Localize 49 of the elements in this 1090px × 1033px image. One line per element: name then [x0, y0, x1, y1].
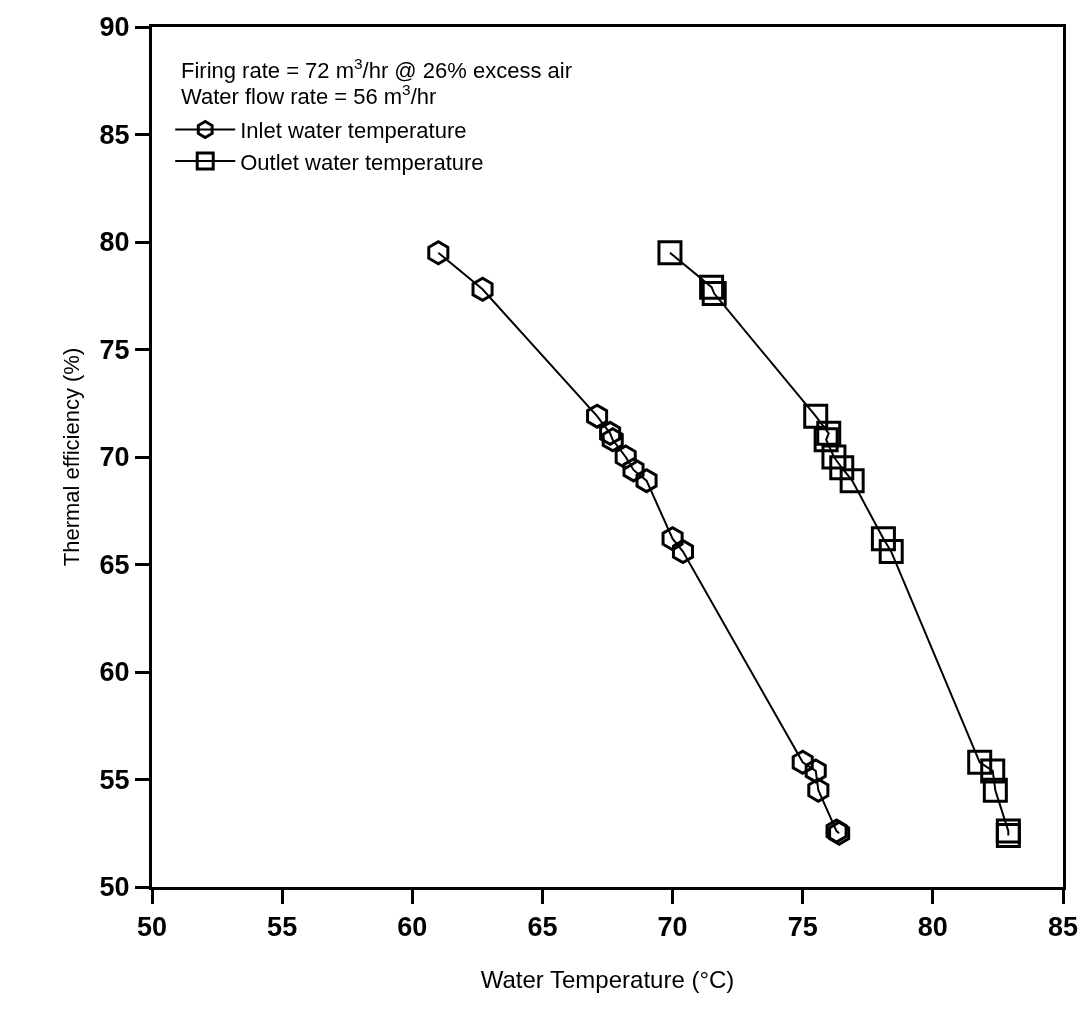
- y-tick-label: 65: [99, 549, 130, 580]
- x-tick-label: 60: [397, 912, 428, 943]
- x-tick-label: 50: [136, 912, 168, 943]
- point: [701, 281, 727, 307]
- point: [982, 777, 1008, 803]
- y-tick-label: 80: [99, 227, 130, 258]
- point: [816, 420, 842, 446]
- point: [870, 526, 896, 552]
- point: [829, 455, 855, 481]
- annotation: Firing rate = 72 m$^{3}$/hr @ 26% excess air: [181, 55, 572, 84]
- point: [807, 777, 830, 803]
- point: [427, 240, 450, 266]
- x-tick-label: 85: [1047, 912, 1079, 943]
- point: [586, 403, 609, 429]
- y-tick-label: 55: [99, 764, 130, 795]
- y-tick-label: 50: [99, 872, 130, 903]
- point: [614, 444, 637, 470]
- point: [599, 420, 622, 446]
- point: [813, 427, 839, 453]
- legend-label: Outlet water temperature: [240, 149, 484, 175]
- point: [699, 274, 725, 300]
- y-tick-label: 85: [99, 119, 130, 150]
- point: [967, 749, 993, 775]
- point: [622, 457, 645, 483]
- x-tick-label: 65: [527, 912, 558, 943]
- point: [878, 539, 904, 565]
- y-tick-label: 60: [99, 657, 130, 688]
- point: [804, 758, 827, 784]
- point: [635, 468, 658, 494]
- point: [821, 444, 847, 470]
- point: [803, 403, 829, 429]
- legend-label: Inlet water temperature: [240, 118, 467, 144]
- point: [671, 539, 695, 565]
- x-axis-title: Water Temperature (°C): [480, 965, 735, 993]
- point: [657, 240, 683, 266]
- point: [661, 526, 684, 552]
- x-tick-label: 75: [787, 912, 818, 943]
- y-tick-label: 90: [99, 12, 130, 43]
- point: [839, 468, 865, 494]
- y-tick-label: 75: [99, 334, 130, 365]
- point: [980, 758, 1006, 784]
- y-axis-title: Thermal efficiency (%): [59, 347, 85, 567]
- x-tick-label: 80: [917, 912, 948, 943]
- x-tick-label: 70: [657, 912, 688, 943]
- point: [601, 427, 624, 453]
- x-tick-label: 55: [267, 912, 298, 943]
- point: [471, 276, 494, 302]
- point: [791, 749, 814, 775]
- y-tick-label: 70: [99, 442, 130, 473]
